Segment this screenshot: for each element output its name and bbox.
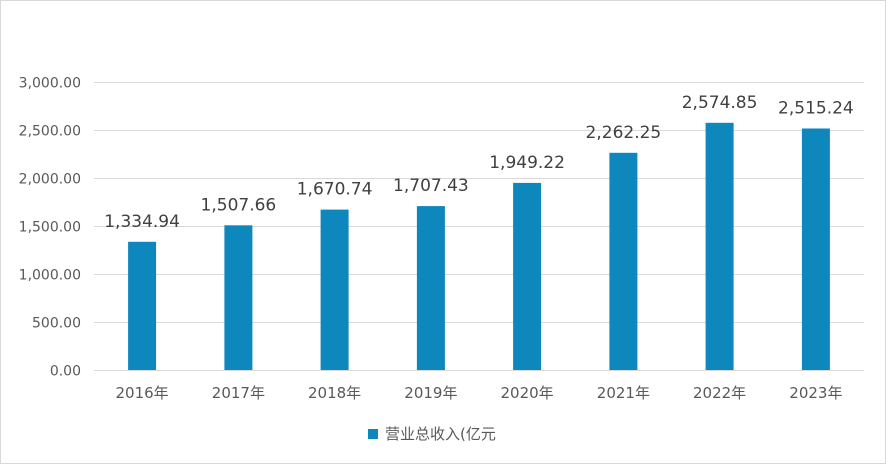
y-tick-label: 2,500.00 [19,124,81,140]
x-tick-label: 2018年 [308,384,361,402]
data-label: 2,574.85 [682,93,758,113]
legend: 营业总收入(亿元 [368,425,496,443]
bar [224,225,253,370]
y-tick-label: 1,000.00 [19,268,81,284]
y-tick-label: 3,000.00 [19,76,81,92]
x-tick-label: 2023年 [789,384,842,402]
bars [128,122,830,370]
legend-label: 营业总收入(亿元 [385,425,496,443]
x-tick-label: 2022年 [693,384,746,402]
bar [416,206,445,370]
data-label: 1,670.74 [297,180,373,200]
y-axis-tick-labels: 0.00 500.00 1,000.00 1,500.00 2,000.00 2,500.… [19,76,81,380]
y-tick-label: 1,500.00 [19,220,81,236]
grid-lines [94,82,864,371]
data-label: 2,515.24 [778,99,854,119]
y-tick-label: 2,000.00 [19,172,81,188]
bar [801,128,830,370]
y-tick-label: 0.00 [50,364,81,380]
x-tick-label: 2020年 [501,384,554,402]
data-label: 1,949.22 [489,153,565,173]
legend-swatch [368,429,378,439]
bar [513,182,542,370]
x-axis-tick-labels: 2016年 2017年 2018年 2019年 2020年 2021年 2022年 2023年 [116,384,843,402]
data-label: 1,334.94 [104,212,180,232]
data-label: 2,262.25 [586,123,662,143]
bar [609,152,638,370]
bar [705,122,734,370]
y-tick-label: 500.00 [32,316,81,332]
data-label: 1,707.43 [393,176,469,196]
data-labels: 1,334.94 1,507.66 1,670.74 1,707.43 1,949.22… [104,93,854,232]
bar [320,209,349,370]
x-tick-label: 2017年 [212,384,265,402]
x-tick-label: 2016年 [116,384,169,402]
x-tick-label: 2021年 [597,384,650,402]
data-label: 1,507.66 [201,195,277,215]
bar [128,241,157,370]
x-tick-label: 2019年 [404,384,457,402]
